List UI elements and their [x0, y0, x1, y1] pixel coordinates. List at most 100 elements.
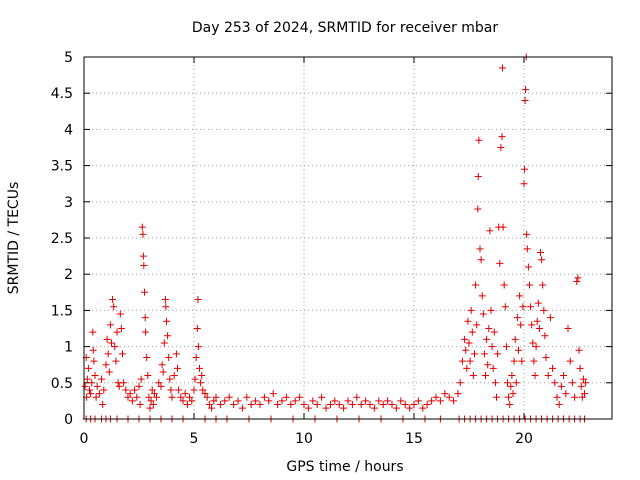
data-point	[497, 144, 505, 151]
data-point	[181, 390, 189, 398]
data-point	[544, 372, 552, 380]
data-point	[137, 375, 145, 383]
data-point	[527, 303, 535, 311]
data-point	[518, 357, 526, 365]
data-point	[194, 343, 202, 351]
data-point	[159, 368, 167, 376]
data-point	[167, 386, 175, 394]
data-point	[362, 397, 370, 405]
data-point	[309, 397, 317, 405]
data-point	[216, 401, 224, 409]
data-point	[177, 393, 185, 401]
data-point	[138, 223, 146, 231]
data-point	[458, 357, 466, 365]
data-point	[524, 263, 532, 271]
data-point	[265, 397, 273, 405]
data-point	[535, 325, 543, 332]
data-point	[578, 393, 586, 401]
data-point	[102, 361, 110, 369]
data-point	[523, 245, 531, 253]
data-point	[468, 328, 476, 336]
data-point	[469, 372, 477, 380]
data-point	[157, 382, 165, 390]
data-point	[115, 382, 123, 390]
y-tick-label: 2	[64, 267, 73, 283]
data-point	[136, 401, 144, 409]
data-point	[146, 404, 154, 412]
data-point	[472, 281, 480, 289]
data-point	[278, 397, 286, 405]
data-point	[484, 361, 492, 369]
data-point	[517, 321, 525, 329]
data-point	[89, 346, 97, 354]
y-tick-label: 0.5	[51, 376, 73, 392]
y-tick-label: 3	[64, 195, 73, 211]
data-point	[546, 314, 554, 322]
data-point	[577, 382, 585, 390]
data-point	[135, 382, 143, 390]
data-point	[467, 306, 475, 314]
data-point	[498, 133, 506, 141]
data-point	[480, 350, 488, 358]
data-point	[575, 346, 583, 354]
data-point	[150, 390, 158, 398]
data-point	[141, 314, 149, 322]
data-point	[296, 393, 304, 401]
data-points	[81, 53, 590, 423]
data-point	[529, 339, 537, 347]
data-point	[508, 372, 516, 380]
data-point	[441, 390, 449, 398]
data-point	[538, 256, 546, 264]
data-point	[562, 390, 570, 398]
data-point	[519, 303, 527, 311]
data-point	[432, 393, 440, 401]
data-point	[522, 86, 530, 94]
data-point	[108, 339, 115, 347]
data-point	[392, 404, 400, 412]
data-point	[155, 379, 163, 387]
data-point	[98, 375, 106, 383]
data-point	[191, 375, 199, 383]
data-point	[486, 227, 494, 235]
data-point	[568, 379, 576, 387]
data-point	[445, 393, 453, 401]
data-point	[507, 382, 515, 390]
data-point	[534, 299, 542, 307]
data-point	[183, 401, 191, 409]
data-point	[500, 281, 508, 289]
data-point	[205, 401, 213, 409]
data-point	[557, 382, 565, 390]
data-point	[120, 379, 128, 387]
data-point	[313, 401, 321, 409]
data-point	[210, 397, 218, 405]
data-point	[520, 165, 528, 173]
data-point	[511, 335, 519, 343]
data-point	[509, 390, 517, 398]
data-point	[238, 404, 246, 412]
data-point	[423, 401, 431, 409]
y-tick-label: 4.5	[51, 86, 73, 102]
data-point	[119, 350, 126, 358]
data-point	[126, 390, 134, 398]
data-point	[106, 321, 114, 329]
data-point	[357, 401, 365, 409]
y-axis-label: SRMTID / TECUs	[6, 182, 22, 295]
data-point	[465, 339, 473, 347]
data-point	[461, 335, 469, 343]
data-point	[153, 393, 161, 401]
y-tick-label: 1	[64, 340, 73, 356]
data-point	[488, 343, 496, 351]
data-point	[318, 393, 326, 401]
data-point	[520, 180, 528, 188]
data-point	[274, 401, 282, 409]
data-point	[291, 397, 299, 405]
data-point	[487, 306, 495, 314]
data-point	[225, 393, 233, 401]
data-point	[141, 288, 148, 296]
data-point	[379, 401, 387, 409]
data-point	[160, 339, 168, 347]
data-point	[188, 397, 196, 405]
data-point	[143, 353, 151, 361]
data-point	[131, 386, 139, 394]
